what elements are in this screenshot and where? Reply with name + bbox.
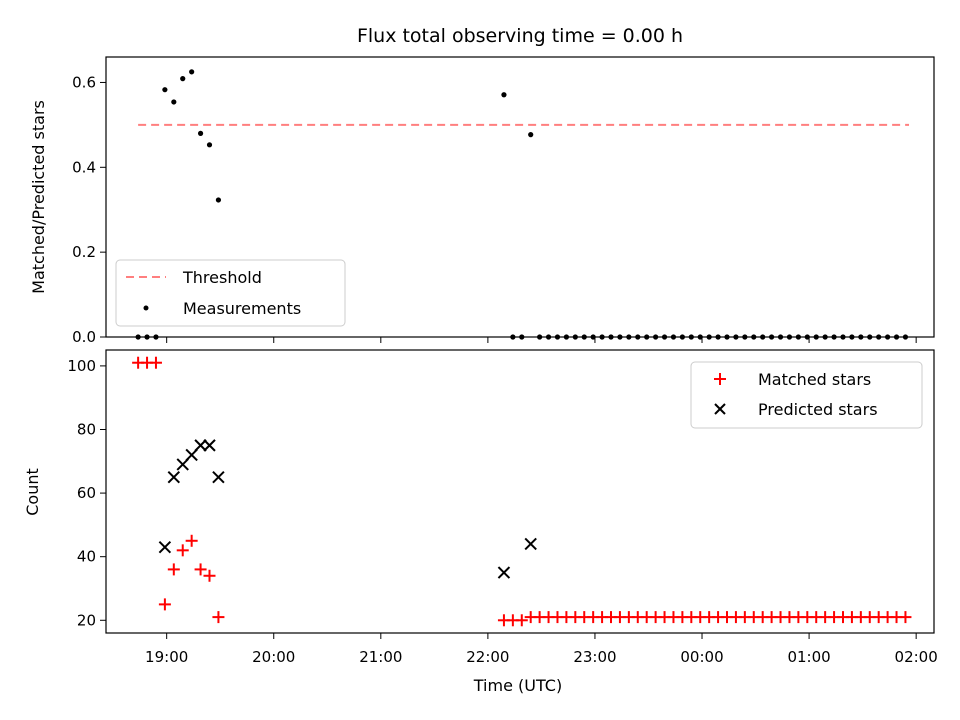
matched-star-point (203, 569, 216, 582)
predicted-star-point (185, 448, 198, 462)
measurement-point (162, 87, 168, 93)
count-x-tick-label: 01:00 (787, 648, 830, 666)
measurement-point (189, 69, 195, 75)
legend-measurements-label: Measurements (183, 299, 301, 318)
count-x-tick-label: 19:00 (145, 648, 188, 666)
predicted-star-point (194, 439, 207, 452)
matched-star-point (176, 544, 189, 557)
count-legend-box (690, 361, 923, 429)
predicted-star-point (203, 439, 216, 452)
measurement-point (171, 99, 177, 105)
measurement-point (206, 142, 213, 148)
count-panel: Count Time (UTC) 20 40 60 80 100 19:00 20:00 2… (23, 349, 938, 695)
matched-star-point (185, 534, 198, 547)
predicted-star-point (176, 458, 189, 471)
count-x-ticks: 19:00 20:00 21:00 22:00 23:00 00:00 01:00 02:00 (145, 633, 938, 666)
count-x-tick-label: 02:00 (895, 648, 938, 666)
ratio-legend-box (115, 259, 346, 327)
matched-star-point (515, 614, 528, 627)
count-y-ticks: 20 40 60 80 100 (67, 357, 106, 629)
legend-measurements-swatch (143, 305, 149, 311)
count-x-tick-label: 23:00 (573, 648, 616, 666)
measurement-point (501, 92, 507, 98)
matched-star-point (149, 356, 162, 369)
count-y-tick-label: 100 (67, 357, 96, 375)
measurement-point (528, 132, 534, 138)
ratio-panel: Flux total observing time = 0.00 h Match… (29, 25, 935, 346)
count-x-tick-label: 20:00 (252, 648, 295, 666)
measurement-point (215, 197, 222, 203)
ratio-y-ticks: 0.0 0.2 0.4 0.6 (72, 73, 106, 346)
count-y-axis-label: Count (23, 468, 42, 516)
matched-star-point (212, 611, 225, 624)
matched-star-point (899, 611, 912, 624)
predicted-star-point (524, 537, 537, 551)
count-plot-frame (105, 349, 935, 634)
legend-predicted-label: Predicted stars (758, 400, 878, 419)
count-x-tick-label: 00:00 (680, 648, 723, 666)
predicted-star-point (497, 566, 511, 579)
count-y-tick-label: 60 (77, 484, 96, 502)
count-y-tick-label: 80 (77, 420, 96, 438)
legend-matched-label: Matched stars (758, 370, 871, 389)
legend-predicted-swatch (714, 403, 726, 415)
ratio-y-axis-label: Matched/Predicted stars (29, 100, 48, 294)
x-axis-label: Time (UTC) (473, 676, 562, 695)
ratio-y-tick-label: 0.4 (72, 158, 96, 176)
count-y-tick-label: 40 (77, 548, 96, 566)
predicted-star-point (167, 470, 181, 484)
legend-matched-swatch (714, 373, 726, 385)
predicted-star-point (158, 540, 172, 554)
count-points (132, 356, 912, 627)
count-x-tick-label: 21:00 (359, 648, 402, 666)
count-y-tick-label: 20 (77, 611, 96, 629)
ratio-y-tick-label: 0.6 (72, 73, 96, 91)
legend-threshold-label: Threshold (182, 268, 262, 287)
ratio-y-tick-label: 0.0 (72, 328, 96, 346)
matched-star-point (194, 563, 207, 576)
predicted-star-point (212, 470, 225, 484)
ratio-plot-frame (105, 56, 935, 338)
count-x-tick-label: 22:00 (466, 648, 509, 666)
ratio-legend: Threshold Measurements (115, 259, 346, 327)
measurement-point (180, 76, 186, 82)
measurement-point (197, 130, 204, 136)
matched-star-point (167, 563, 180, 576)
chart-title: Flux total observing time = 0.00 h (357, 25, 683, 47)
ratio-y-tick-label: 0.2 (72, 243, 96, 261)
matched-star-point (158, 598, 171, 611)
count-legend: Matched stars Predicted stars (690, 361, 923, 429)
